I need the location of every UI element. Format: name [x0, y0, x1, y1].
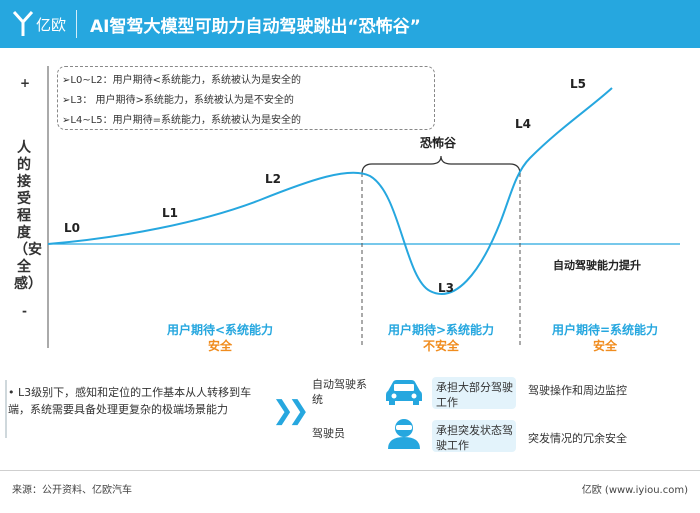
yiou-logo-icon [12, 10, 34, 36]
logo-text: 亿欧 [36, 16, 67, 34]
level-label-l5: L5 [570, 77, 586, 91]
y-axis-label: 人的接受程度（安全感） [14, 140, 42, 292]
header-divider [76, 10, 77, 38]
page-title: AI智驾大模型可助力自动驾驶跳出“恐怖谷” [90, 17, 421, 37]
level-label-l0: L0 [64, 221, 80, 235]
zone-caption-l4-l5: 用户期待=系统能力 安全 [530, 322, 680, 354]
l3-bullet-text: • L3级别下，感知和定位的工作基本从人转移到车端，系统需要具备处理更复杂的极端… [8, 386, 252, 416]
driver-desc: 突发情况的冗余安全 [528, 432, 627, 445]
zone-expectation: 用户期待<系统能力 [166, 323, 274, 337]
car-icon [386, 380, 422, 405]
bullet-divider [5, 380, 272, 438]
system-task-text: 承担大部分驾驶工作 [436, 381, 513, 409]
driver-task-pill [432, 420, 516, 452]
acceptance-curve [47, 87, 613, 295]
valley-bracket [361, 155, 521, 175]
header-bar: 亿欧 AI智驾大模型可助力自动驾驶跳出“恐怖谷” [0, 0, 700, 48]
level-label-l2: L2 [265, 172, 281, 186]
driver-icon [388, 419, 420, 449]
driver-task-text: 承担突发状态驾驶工作 [436, 424, 513, 452]
zone-caption-l0-l2: 用户期待<系统能力 安全 [140, 322, 300, 354]
driver-role: 驾驶员 [312, 427, 345, 440]
level-label-l3: L3 [438, 281, 454, 295]
system-task-pill [432, 377, 516, 409]
copyright-note: 亿欧 (www.iyiou.com) [581, 485, 688, 496]
zone-expectation: 用户期待>系统能力 [387, 323, 495, 337]
zone-verdict: 不安全 [422, 339, 459, 353]
uncanny-valley-chart [47, 66, 680, 348]
zone-verdict: 安全 [207, 339, 232, 353]
footer-divider [0, 470, 700, 471]
level-label-l1: L1 [162, 206, 178, 220]
zone-expectation: 用户期待=系统能力 [551, 323, 659, 337]
chevron-right-icon: ❯❯ [272, 396, 309, 426]
legend-box [57, 66, 435, 130]
legend-line-l4-l5: ➢L4~L5：用户期待=系统能力，系统被认为是安全的 [62, 115, 302, 126]
x-axis-label: 自动驾驶能力提升 [553, 259, 641, 272]
legend-line-l3: ➢L3： 用户期待>系统能力，系统被认为是不安全的 [62, 95, 294, 106]
zone-caption-l3: 用户期待>系统能力 不安全 [362, 322, 520, 354]
source-note: 来源：公开资料、亿欧汽车 [12, 485, 132, 496]
uncanny-valley-label: 恐怖谷 [420, 136, 457, 150]
level-label-l4: L4 [515, 117, 531, 131]
y-axis-plus: + [20, 76, 31, 90]
legend-line-l0-l2: ➢L0~L2：用户期待<系统能力，系统被认为是安全的 [62, 75, 302, 86]
system-desc: 驾驶操作和周边监控 [528, 384, 627, 397]
system-role: 自动驾驶系统 [312, 378, 367, 406]
zone-verdict: 安全 [592, 339, 617, 353]
y-axis-minus: - [22, 304, 27, 318]
